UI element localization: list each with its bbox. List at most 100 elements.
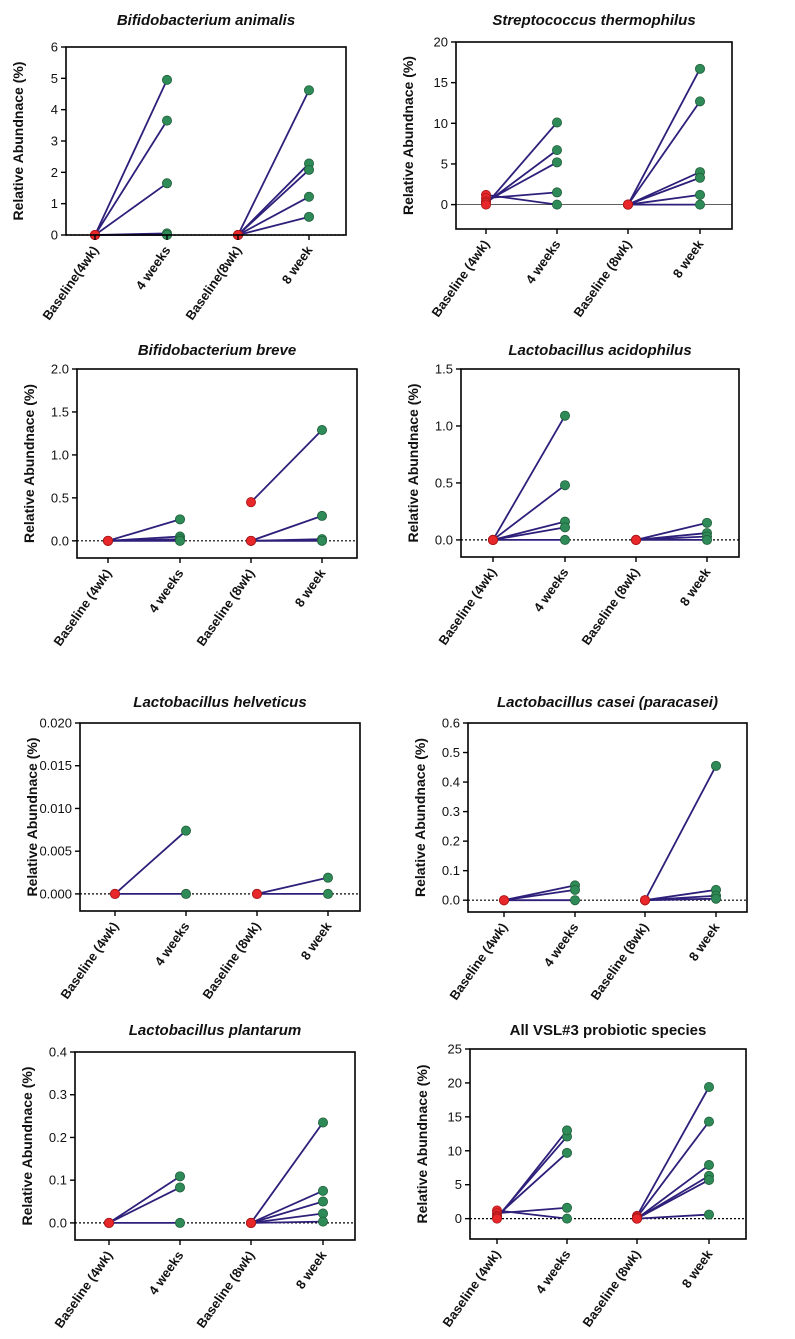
followup-point [552,157,563,168]
pair-line [94,120,168,236]
y-tick-label: 0.2 [49,1130,67,1145]
followup-point [303,191,314,202]
followup-point [704,1209,715,1220]
y-tick-label: 0.0 [51,533,69,548]
x-tick-label: Baseline (8wk) [570,237,634,320]
followup-point [303,85,314,96]
followup-point [560,522,571,533]
y-tick-label: 20 [448,1075,462,1090]
chart-title: All VSL#3 probiotic species [510,1022,707,1039]
followup-point [174,1182,185,1193]
y-tick-label: 0.0 [49,1215,67,1230]
followup-point [695,189,706,200]
y-tick-label: 10 [448,1143,462,1158]
plot-frame [467,722,748,913]
pair-line [250,1121,324,1224]
y-tick-label: 1.0 [435,418,453,433]
y-tick-label: 0.0 [435,532,453,547]
y-tick-label: 0.5 [51,490,69,505]
followup-point [174,1217,185,1228]
followup-point [303,211,314,222]
y-tick-label: 0.3 [49,1087,67,1102]
chart-title: Lactobacillus plantarum [129,1022,302,1039]
followup-point [317,1196,328,1207]
followup-point [552,145,563,156]
y-axis-label: Relative Abundnace (%) [400,56,416,215]
pair-line [250,429,323,503]
y-tick-label: 0.015 [39,758,72,773]
x-tick-label: 4 weeks [146,566,187,615]
followup-point [560,534,571,545]
pair-line [256,876,329,895]
pair-line [492,415,566,541]
x-tick-label: 4 weeks [152,919,193,968]
x-tick-label: Baseline(4wk) [39,243,101,323]
y-tick-label: 0.2 [442,834,460,849]
y-tick-label: 0.5 [435,475,453,490]
pair-line [94,182,168,236]
followup-point [695,172,706,183]
followup-point [562,1213,573,1224]
followup-point [316,510,327,521]
pair-line [492,526,566,541]
pair-line [644,897,717,902]
y-tick-label: 0.1 [442,863,460,878]
y-tick-label: 0 [455,1211,462,1226]
y-tick-label: 5 [455,1177,462,1192]
followup-point [303,164,314,175]
x-tick-label: 8 week [292,565,329,609]
baseline-point [110,888,121,899]
baseline-point [487,534,498,545]
y-tick-label: 1.5 [51,404,69,419]
baseline-point [491,1213,502,1224]
pair-line [250,515,323,542]
pair-line [636,1121,710,1218]
followup-point [317,1117,328,1128]
y-tick-label: 0.1 [49,1173,67,1188]
followup-point [562,1125,573,1136]
x-tick-label: 8 week [686,919,723,963]
pair-line [644,888,717,902]
plot-frame [76,368,358,559]
pair-line [627,100,701,206]
y-tick-label: 1 [51,196,58,211]
pair-line [485,149,558,204]
y-axis-label: Relative Abundnace (%) [10,62,26,221]
pair-line [108,1175,181,1224]
followup-point [702,517,713,528]
y-tick-label: 0.0 [442,893,460,908]
chart-title: Bifidobacterium animalis [117,12,295,29]
y-tick-label: 0.000 [39,886,72,901]
x-tick-label: 8 week [298,918,335,962]
pair-line [107,518,181,542]
y-tick-label: 2 [51,165,58,180]
y-tick-label: 0.4 [49,1045,67,1060]
y-tick-label: 0.005 [39,844,72,859]
pair-line [108,1186,181,1224]
followup-point [174,1171,185,1182]
pair-line [636,1086,710,1217]
pair-line [237,215,310,236]
pair-line [237,169,310,236]
followup-point [570,884,581,895]
y-tick-label: 0.4 [442,775,460,790]
y-axis-label: Relative Abundnace (%) [414,1065,430,1224]
followup-point [570,895,581,906]
pair-line [636,1164,710,1220]
followup-point [695,96,706,107]
pair-line [114,830,187,895]
x-tick-label: Baseline (8wk) [587,920,651,1003]
followup-point [322,888,333,899]
followup-point [316,424,327,435]
followup-point [174,535,185,546]
y-tick-label: 15 [448,1109,462,1124]
pair-line [635,521,708,541]
pair-line [485,191,558,200]
pair-line [237,195,310,236]
x-tick-label: Baseline (4wk) [439,1247,503,1330]
x-tick-label: Baseline (4wk) [428,237,492,320]
followup-point [562,1202,573,1213]
x-tick-label: Baseline (4wk) [50,566,114,649]
followup-point [180,888,191,899]
